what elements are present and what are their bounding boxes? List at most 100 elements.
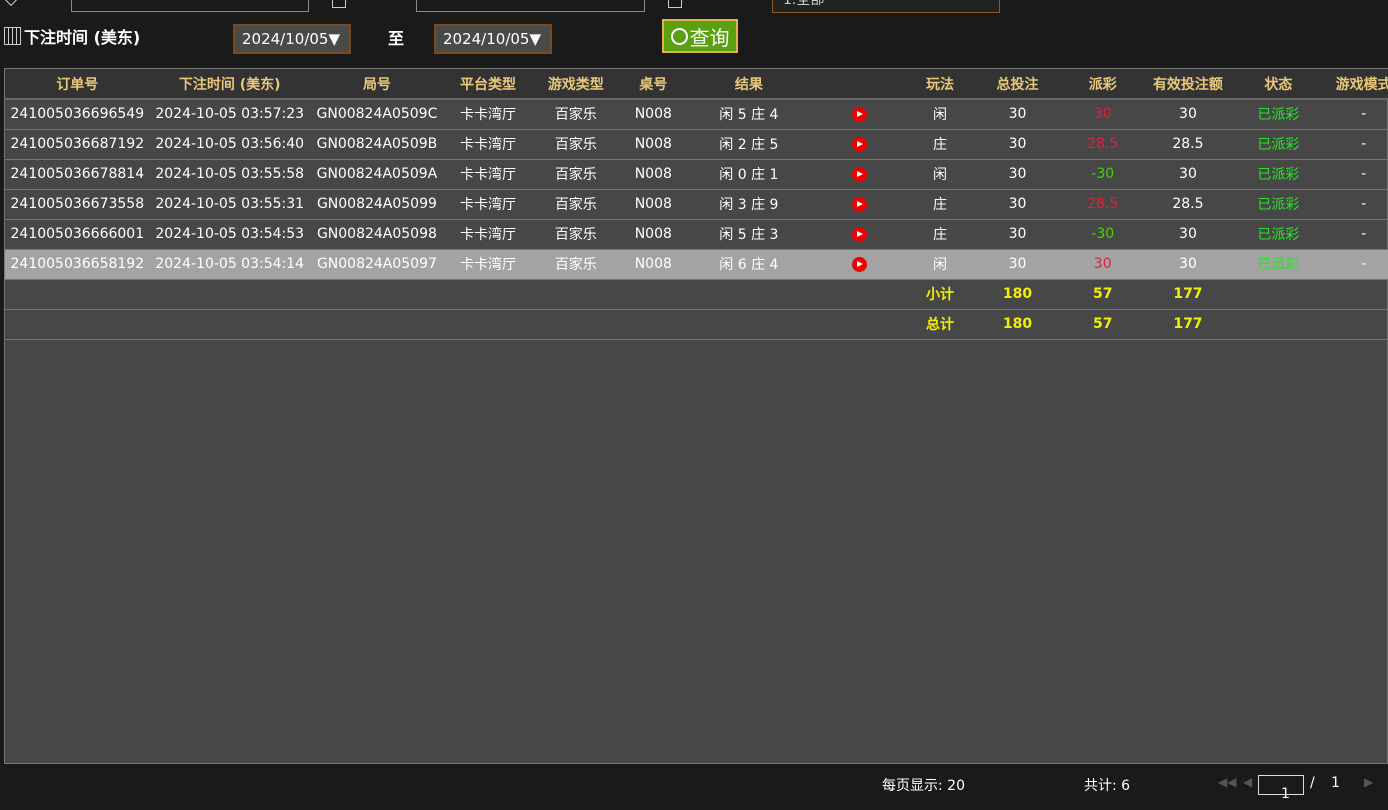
first-page-icon[interactable]: ◀◀	[1218, 775, 1237, 789]
mode-cell: -	[1322, 189, 1388, 220]
payout-cell: 30	[1063, 249, 1142, 280]
column-header: 有效投注额	[1141, 69, 1235, 100]
table-row[interactable]: 241005036696549 2024-10-05 03:57:23 GN0082…	[5, 99, 1388, 130]
replay-cell	[810, 129, 909, 160]
order-cell: 241005036658192	[5, 249, 150, 280]
bet-cell: 30	[970, 129, 1064, 160]
play-video-icon[interactable]	[852, 196, 868, 212]
payout-cell: 28.5	[1063, 129, 1142, 160]
result-cell: 闲 5 庄 4	[686, 99, 811, 130]
summary-cell	[1234, 309, 1323, 340]
time-cell: 2024-10-05 03:57:23	[149, 99, 310, 130]
bet-cell: 30	[970, 189, 1064, 220]
valid-cell: 30	[1141, 249, 1235, 280]
summary-cell: 57	[1063, 279, 1142, 310]
play-video-icon[interactable]	[852, 106, 868, 122]
column-header: 结果	[686, 69, 811, 100]
type-icon	[668, 0, 682, 8]
valid-cell: 30	[1141, 159, 1235, 190]
column-header: 游戏类型	[531, 69, 620, 100]
play-video-icon[interactable]	[852, 136, 868, 152]
total-count: 共计: 6	[1084, 778, 1131, 794]
round-cell: GN00824A0509B	[309, 129, 445, 160]
game-cell: 百家乐	[531, 159, 620, 190]
summary-cell: 177	[1141, 309, 1235, 340]
table-cell: N008	[619, 219, 687, 250]
table-cell: N008	[619, 159, 687, 190]
date-to-value: 2024/10/05	[443, 30, 530, 48]
query-label: 查询	[689, 25, 730, 50]
payout-cell: 30	[1063, 99, 1142, 130]
play-cell: 庄	[909, 219, 971, 250]
summary-cell	[309, 279, 445, 310]
table-row[interactable]: 241005036658192 2024-10-05 03:54:14 GN0082…	[5, 249, 1388, 280]
page-input[interactable]: 1	[1258, 775, 1304, 802]
play-video-icon[interactable]	[852, 256, 868, 272]
prev-page-icon[interactable]: ◀	[1243, 775, 1253, 789]
order-cell: 241005036678814	[5, 159, 150, 190]
summary-cell	[1322, 309, 1388, 340]
account-input[interactable]	[71, 0, 309, 12]
replay-cell	[810, 189, 909, 220]
summary-cell: 180	[970, 279, 1064, 310]
column-header: 局号	[309, 69, 445, 100]
column-header: 游戏模式	[1322, 69, 1388, 100]
bet-time-text: 下注时间 (美东)	[24, 28, 141, 47]
mode-cell: -	[1322, 249, 1388, 280]
table-cell: N008	[619, 99, 687, 130]
game-cell: 百家乐	[531, 129, 620, 160]
status-cell: 已派彩	[1234, 249, 1323, 280]
result-cell: 闲 2 庄 5	[686, 129, 811, 160]
total-row: 总计 180 57 177	[5, 309, 1388, 340]
summary-cell: 小计	[909, 279, 971, 310]
payout-cell: -30	[1063, 159, 1142, 190]
summary-cell	[810, 279, 909, 310]
type-select-value: 1.全部	[783, 0, 825, 8]
user-icon	[3, 0, 19, 7]
play-cell: 闲	[909, 249, 971, 280]
summary-cell	[531, 309, 620, 340]
date-from-picker[interactable]: 2024/10/05▼	[233, 24, 351, 54]
table-row[interactable]: 241005036678814 2024-10-05 03:55:58 GN0082…	[5, 159, 1388, 190]
page-size-label: 每页显示: 20	[882, 778, 965, 794]
column-header: 状态	[1234, 69, 1323, 100]
order-cell: 241005036673558	[5, 189, 150, 220]
query-button[interactable]: 查询	[662, 19, 738, 53]
time-cell: 2024-10-05 03:56:40	[149, 129, 310, 160]
time-cell: 2024-10-05 03:55:31	[149, 189, 310, 220]
date-to-picker[interactable]: 2024/10/05▼	[434, 24, 552, 54]
status-cell: 已派彩	[1234, 159, 1323, 190]
column-header: 玩法	[909, 69, 971, 100]
type-select[interactable]: 1.全部	[772, 0, 1000, 13]
table-row[interactable]: 241005036687192 2024-10-05 03:56:40 GN0082…	[5, 129, 1388, 160]
summary-cell	[686, 309, 811, 340]
table-row[interactable]: 241005036666001 2024-10-05 03:54:53 GN0082…	[5, 219, 1388, 250]
summary-cell	[5, 279, 150, 310]
search-icon	[670, 27, 688, 45]
replay-cell	[810, 219, 909, 250]
summary-cell: 总计	[909, 309, 971, 340]
play-video-icon[interactable]	[852, 226, 868, 242]
payout-cell: 28.5	[1063, 189, 1142, 220]
summary-cell	[5, 309, 150, 340]
table-cell: N008	[619, 249, 687, 280]
bet-time-label: 下注时间 (美东)	[4, 24, 140, 48]
platform-cell: 卡卡湾厅	[444, 249, 532, 280]
table-row[interactable]: 241005036673558 2024-10-05 03:55:31 GN0082…	[5, 189, 1388, 220]
date-from-value: 2024/10/05	[242, 30, 329, 48]
replay-cell	[810, 159, 909, 190]
summary-cell	[1234, 279, 1323, 310]
replay-cell	[810, 249, 909, 280]
mode-cell: -	[1322, 99, 1388, 130]
result-cell: 闲 3 庄 9	[686, 189, 811, 220]
column-header: 总投注	[970, 69, 1064, 100]
column-header	[810, 69, 909, 100]
play-cell: 闲	[909, 159, 971, 190]
time-cell: 2024-10-05 03:54:53	[149, 219, 310, 250]
order-input[interactable]	[416, 0, 645, 12]
next-page-icon[interactable]: ▶	[1364, 775, 1374, 789]
bet-records-grid: 订单号 下注时间 (美东) 局号 平台类型 游戏类型 桌号 结果 玩法 总投注 派彩 有效投注额 状态…	[4, 68, 1388, 764]
platform-cell: 卡卡湾厅	[444, 189, 532, 220]
play-video-icon[interactable]	[852, 166, 868, 182]
mode-cell: -	[1322, 129, 1388, 160]
